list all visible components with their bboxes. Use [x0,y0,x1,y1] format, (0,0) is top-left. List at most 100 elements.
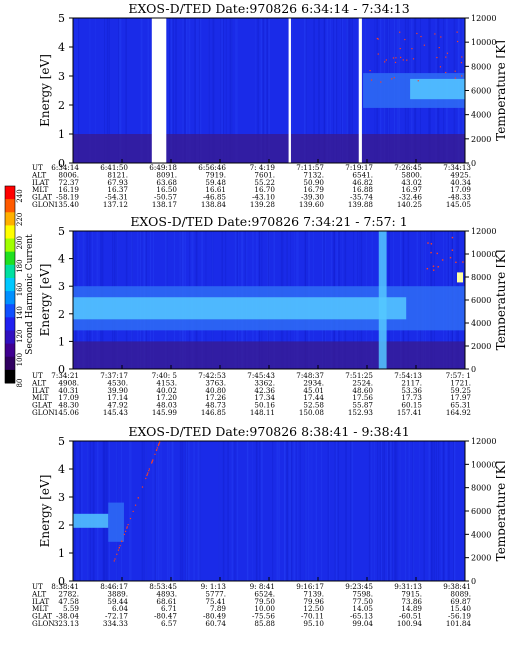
texture-stripe [197,441,200,581]
texture-stripe [107,441,108,581]
speckle [154,453,156,455]
speckle [369,70,371,72]
texture-stripe [390,441,392,581]
temperature-tick-label: 2000 [471,342,491,351]
texture-stripe [453,441,454,581]
texture-stripe [272,441,274,581]
table-cell: 5777. [205,589,226,598]
texture-stripe [175,18,176,163]
texture-stripe [304,18,305,163]
texture-stripe [349,18,351,163]
colorbar: 240 220 200 180 160 140 120 100 80 Second Harmoni… [4,185,35,387]
texture-stripe [105,441,107,581]
row-label: GLAT [32,612,52,621]
speckles [369,31,463,83]
texture-stripe [152,441,154,581]
temperature-tick-label: 4000 [471,319,491,328]
table-cell: 63.68 [156,178,177,187]
table-cell: 137.12 [103,200,128,209]
texture-stripe [328,441,330,581]
colorbar-segment [5,186,15,200]
texture-stripe [109,18,110,163]
speckle [451,236,454,239]
texture-stripe [350,441,352,581]
speckle [461,75,463,77]
texture-stripe [236,18,238,163]
energy-tick-label: 5 [58,435,65,448]
texture-stripe [222,441,225,581]
texture-stripe [103,441,105,581]
table-cell: 8:53:45 [149,582,177,591]
table-cell: 17.97 [450,393,471,402]
table-cell: 47.92 [107,401,128,410]
energy-axis-label: Energy [eV] [38,54,52,127]
table-cell: 45.01 [303,386,324,395]
table-cell: 6:56:46 [198,163,226,172]
table-cell: 17.56 [352,393,373,402]
texture-stripe [231,18,233,163]
table-cell: 7:40: 5 [152,371,178,380]
texture-stripe [423,441,425,581]
speckle [145,477,147,480]
texture-stripe [193,441,195,581]
table-cell: 50.90 [303,178,324,187]
table-cell: 148.11 [250,408,275,417]
table-cell: -58.19 [56,193,79,202]
texture-stripe [184,18,186,163]
texture-stripe [341,18,344,163]
table-cell: -75.56 [252,612,275,621]
texture-stripe [381,441,382,581]
table-cell: 17.09 [450,185,471,194]
table-cell: 7:26:45 [394,163,422,172]
speckle [146,474,148,477]
texture-stripe [231,441,233,581]
table-cell: 7919. [205,170,226,179]
table-cell: 9:31:13 [394,582,422,591]
table-cell: 75.41 [205,597,226,606]
speckle [137,497,139,499]
table-cell: 47.58 [58,597,79,606]
texture-stripe [419,441,420,581]
table-cell: 16.37 [107,185,128,194]
speckle [392,57,395,59]
speckle [454,77,456,79]
table-cell: 140.25 [397,200,423,209]
speckle [380,81,382,83]
table-cell: -50.57 [154,193,177,202]
table-cell: 101.84 [446,619,472,628]
texture-stripe [296,441,297,581]
table-cell: 17.44 [303,393,324,402]
table-cell: -54.31 [105,193,128,202]
table-cell: 59.25 [450,386,471,395]
table-cell: 6.04 [112,604,128,613]
speckle [454,70,456,72]
energy-tick-label: 1 [58,547,65,560]
texture-stripe [260,18,262,163]
table-cell: 39.90 [107,386,128,395]
row-label: MLT [32,604,49,613]
table-cell: 9:16:17 [296,582,324,591]
texture-stripe [345,441,347,581]
texture-stripe [79,441,81,581]
table-cell: 79.50 [254,597,275,606]
table-cell: 10.00 [254,604,275,613]
table-cell: 40.34 [450,178,471,187]
table-cell: 3763. [205,378,226,387]
table-cell: 42.36 [254,386,275,395]
table-cell: 145.06 [54,408,80,417]
speckle [432,269,435,271]
speckle [121,540,123,542]
speckle [126,527,128,529]
texture-stripe [441,441,443,581]
table-cell: 152.93 [348,408,374,417]
texture-stripe [176,18,177,163]
colorbar-tick: 180 [16,259,24,272]
table-cell: 17.14 [107,393,128,402]
speckle [158,442,160,445]
table-cell: 40.31 [58,386,79,395]
energy-tick-label: 5 [58,12,65,25]
table-cell: -80.49 [203,612,226,621]
table-cell: 6.57 [161,619,177,628]
texture-stripe [208,18,210,163]
